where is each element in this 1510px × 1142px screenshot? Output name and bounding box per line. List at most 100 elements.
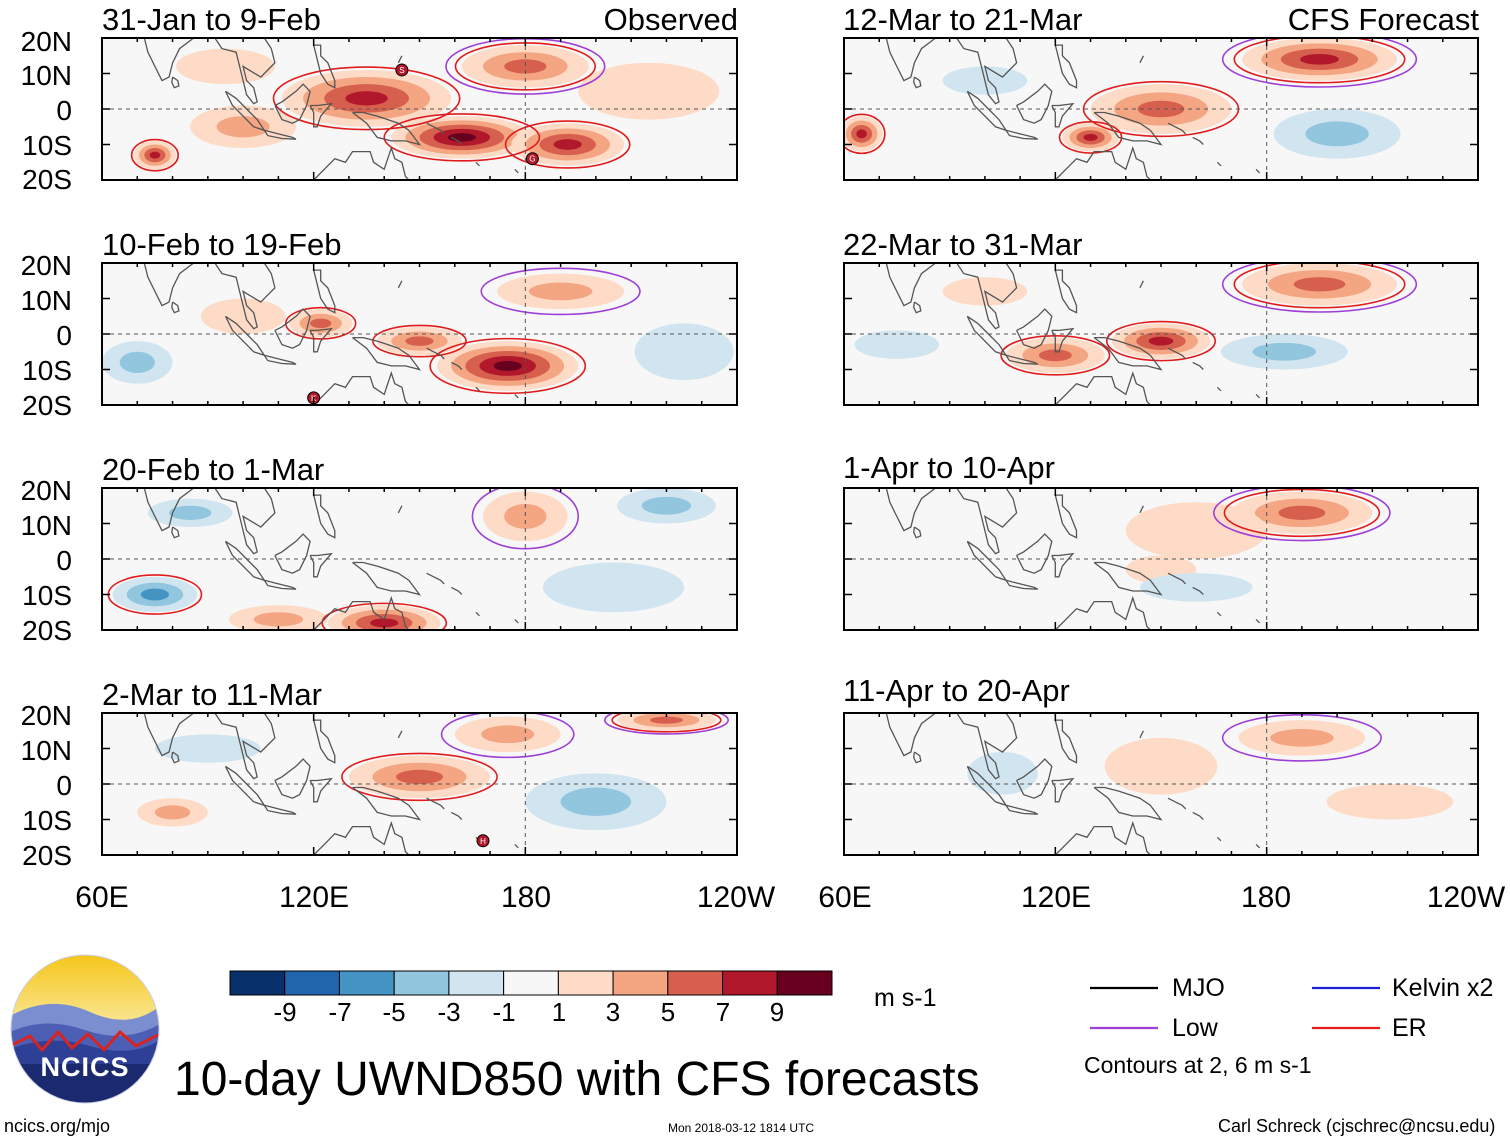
anomaly-blob-3-level-2 xyxy=(140,588,170,601)
coastline-13 xyxy=(514,843,519,849)
coastline-6 xyxy=(1051,102,1075,128)
colorbar-segment-8 xyxy=(667,970,724,996)
panel-field xyxy=(102,263,734,405)
anomaly-blob-1-level-0 xyxy=(1104,737,1218,795)
coastline-15 xyxy=(1139,505,1144,514)
coastline-12 xyxy=(1216,611,1222,617)
storm-marker-0 xyxy=(395,63,409,77)
anomaly-blob-3-level-0 xyxy=(1139,573,1253,602)
coastline-5 xyxy=(274,758,311,799)
colorbar-segment-7 xyxy=(612,970,669,996)
coastline-14 xyxy=(1055,470,1059,481)
y-tick-label: 0 xyxy=(56,95,72,126)
coastline-2 xyxy=(214,713,276,780)
anomaly-blob-3-level-2 xyxy=(649,716,683,724)
y-tick-label: 10S xyxy=(22,805,72,836)
coastline-8 xyxy=(352,336,422,371)
anomaly-blob-4-level-1 xyxy=(169,505,212,520)
coastline-0 xyxy=(872,38,936,82)
anomaly-blob-1-level-2 xyxy=(1137,100,1185,118)
y-tick-label: 20S xyxy=(22,164,72,195)
coastline-1 xyxy=(913,301,922,314)
coastline-2 xyxy=(956,38,1018,105)
coastline-5 xyxy=(274,83,311,124)
panel-1-2 xyxy=(843,470,1479,631)
panel-field xyxy=(872,713,1454,855)
coastline-11 xyxy=(451,811,463,820)
coastline-10 xyxy=(1167,797,1187,810)
coastline-8 xyxy=(1093,561,1163,596)
panel-1-3 xyxy=(843,712,1479,856)
panel-1-0 xyxy=(843,37,1479,181)
y-tick-label: 20N xyxy=(20,700,72,731)
coastline-7 xyxy=(313,494,336,539)
coastline-5 xyxy=(1016,533,1053,574)
footer-left: ncics.org/mjo xyxy=(4,1116,111,1136)
coastline-1 xyxy=(171,751,180,764)
anomaly-blob-2-level-1 xyxy=(154,805,191,820)
anomaly-blob-0-level-3 xyxy=(1300,53,1339,65)
x-tick-label: 120E xyxy=(278,881,350,914)
coastline-13 xyxy=(1255,168,1261,174)
coastline-11 xyxy=(451,361,463,370)
coastline-9 xyxy=(311,146,410,180)
er-contour-1 xyxy=(372,324,467,358)
coastline-10 xyxy=(426,572,445,585)
coastline-8 xyxy=(1093,786,1163,821)
panel-field xyxy=(107,488,716,630)
colorbar-label: 1 xyxy=(551,997,567,1027)
panel-1-1 xyxy=(843,262,1479,406)
x-tick-label: 120W xyxy=(696,881,776,914)
anomaly-blob-2-level-2 xyxy=(1038,349,1072,362)
legend-label-er: ER xyxy=(1392,1014,1427,1042)
coastline-11 xyxy=(1192,586,1204,595)
x-tick-label: 120E xyxy=(1020,881,1092,914)
legend-label-low: Low xyxy=(1172,1014,1218,1042)
colorbar-label: -5 xyxy=(382,997,406,1027)
y-tick-label: 20N xyxy=(20,26,72,57)
anomaly-blob-0-level-4 xyxy=(493,360,522,371)
coastline-12 xyxy=(475,161,480,167)
coastline-1 xyxy=(171,76,180,89)
storm-marker-1 xyxy=(525,152,539,166)
y-tick-label: 20N xyxy=(20,250,72,281)
footer-center: Mon 2018-03-12 1814 UTC xyxy=(668,1121,815,1135)
colorbar-segment-10 xyxy=(776,970,833,996)
coastline-1 xyxy=(913,76,922,89)
anomaly-blob-4-level-1 xyxy=(1305,121,1369,147)
panel-title: 10-Feb to 19-Feb xyxy=(102,227,342,262)
main-title: 10-day UWND850 with CFS forecasts xyxy=(174,1053,980,1106)
panel-field xyxy=(854,263,1418,405)
coastline-10 xyxy=(1167,347,1187,360)
colorbar-segment-4 xyxy=(448,970,505,996)
storm-label-0: S xyxy=(399,66,404,75)
low-contour-0 xyxy=(1213,488,1391,542)
anomaly-blob-0-level-2 xyxy=(1278,505,1326,520)
coastline-11 xyxy=(451,586,463,595)
coastline-7 xyxy=(1054,494,1078,539)
colorbar-segment-3 xyxy=(393,970,450,996)
coastline-1 xyxy=(913,526,922,539)
coastline-1 xyxy=(171,301,180,314)
coastline-1 xyxy=(171,526,180,539)
coastline-11 xyxy=(1192,136,1204,145)
coastline-12 xyxy=(1216,836,1222,842)
er-contour-3 xyxy=(844,113,886,155)
panel-field xyxy=(844,38,1418,180)
panel-title: 12-Mar to 21-Mar xyxy=(843,2,1083,37)
coastline-6 xyxy=(309,102,333,128)
panel-title: 20-Feb to 1-Mar xyxy=(102,452,325,487)
storm-label-1: G xyxy=(529,155,535,164)
coastline-4 xyxy=(263,129,297,140)
anomaly-blob-0-level-3 xyxy=(345,91,388,106)
y-tick-label: 10N xyxy=(20,735,72,766)
coastline-10 xyxy=(426,797,445,810)
y-tick-label: 20N xyxy=(20,475,72,506)
er-contour-0 xyxy=(272,66,461,131)
coastline-5 xyxy=(1016,83,1053,124)
anomaly-blob-5-level-1 xyxy=(641,496,692,515)
coastline-6 xyxy=(1051,327,1075,353)
coastline-8 xyxy=(352,561,422,596)
coastline-15 xyxy=(1139,730,1144,739)
